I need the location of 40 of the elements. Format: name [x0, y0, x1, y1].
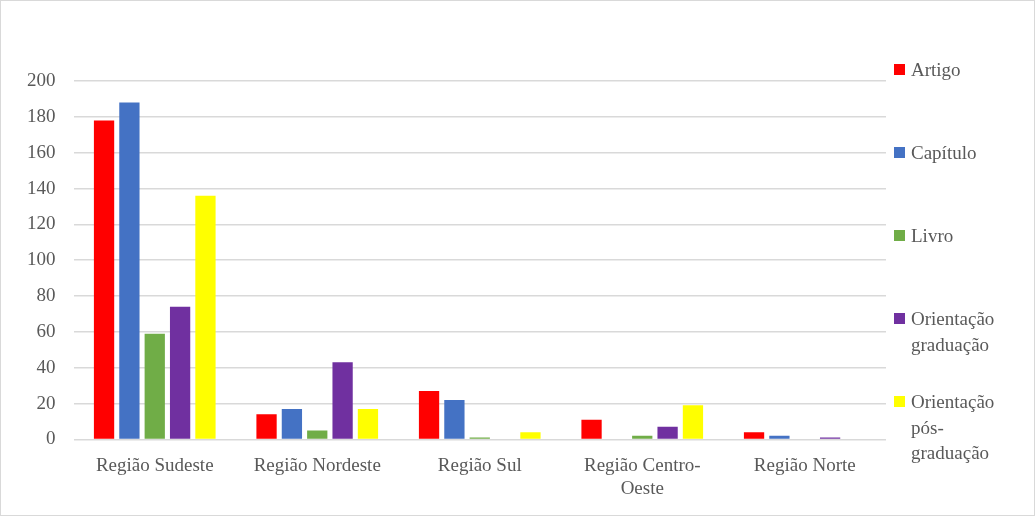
bar: [357, 408, 379, 439]
bar: [281, 408, 303, 439]
x-tick-label: Região Nordeste: [253, 453, 381, 475]
bar: [195, 195, 216, 439]
bar: [256, 414, 277, 439]
y-tick-label: 120: [27, 212, 56, 234]
bar: [581, 419, 602, 439]
y-tick-label: 160: [27, 140, 56, 162]
bar: [657, 426, 678, 439]
bar: [169, 306, 191, 439]
bar: [332, 362, 353, 439]
bar: [769, 435, 790, 439]
y-tick-label: 100: [27, 248, 56, 270]
legend-label: Capítulo: [911, 141, 978, 165]
legend-label: Livro: [911, 224, 955, 248]
y-tick-label: 0: [46, 427, 56, 449]
y-tick-label: 180: [27, 104, 56, 126]
bar: [632, 435, 653, 439]
bar: [682, 405, 704, 439]
x-tick-label: Região Sudeste: [95, 453, 214, 475]
bar: [520, 432, 541, 439]
bar: [307, 430, 328, 439]
x-tick-label: Região Centro-Oeste: [583, 453, 701, 498]
y-tick-label: 80: [36, 284, 56, 306]
legend-label: Orientação graduação: [911, 307, 996, 357]
bar: [743, 432, 765, 439]
y-tick-label: 20: [36, 391, 56, 413]
y-tick-label: 40: [36, 355, 56, 377]
legend-label: Artigo: [911, 58, 962, 82]
y-tick-label: 60: [36, 319, 56, 341]
legend-label: Orientação pós-graduação: [911, 390, 996, 466]
x-tick-label: Região Sul: [437, 453, 522, 475]
x-tick-label: Região Norte: [753, 453, 856, 475]
y-tick-label: 140: [27, 176, 56, 198]
bar: [144, 333, 165, 439]
bar: [93, 120, 115, 439]
y-tick-label: 200: [27, 68, 56, 90]
bar: [418, 391, 440, 439]
bar: [444, 399, 465, 439]
bar: [119, 102, 140, 439]
